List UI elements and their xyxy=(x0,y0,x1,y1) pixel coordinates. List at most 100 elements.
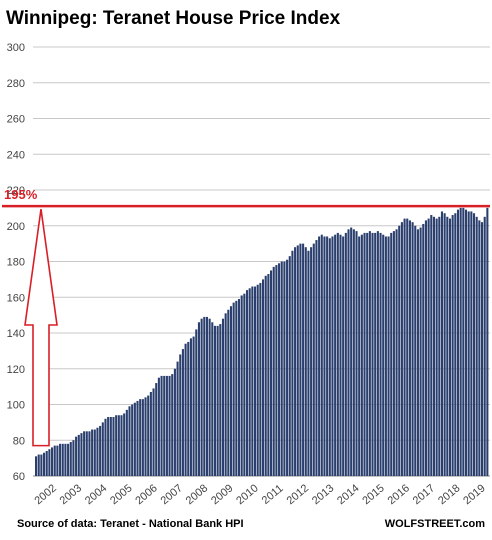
bar xyxy=(435,218,438,476)
chart-title: Winnipeg: Teranet House Price Index xyxy=(6,8,341,29)
bar xyxy=(163,375,166,476)
bar xyxy=(438,216,441,476)
bar xyxy=(296,245,299,476)
bar xyxy=(235,300,238,476)
bar xyxy=(288,256,291,476)
bar xyxy=(280,261,283,476)
bar xyxy=(467,211,470,476)
bar xyxy=(141,399,144,476)
bar xyxy=(459,207,462,477)
bar xyxy=(112,417,115,476)
bar xyxy=(133,402,136,476)
bar xyxy=(358,236,361,476)
bar xyxy=(120,415,123,476)
x-tick-label: 2014 xyxy=(335,482,361,507)
bar xyxy=(107,417,110,476)
bar xyxy=(152,388,155,476)
bar xyxy=(382,234,385,476)
y-axis: 60 80 100 120 140 160 180 200 220 240 260 280 300 xyxy=(7,42,25,483)
bar xyxy=(155,383,158,476)
bar xyxy=(374,232,377,476)
bar xyxy=(411,222,414,476)
bar xyxy=(243,293,246,476)
bar xyxy=(392,231,395,476)
bar xyxy=(454,213,457,477)
bar xyxy=(219,324,222,476)
bar xyxy=(259,282,262,476)
bar xyxy=(379,232,382,476)
bar xyxy=(181,349,184,476)
x-tick-label: 2018 xyxy=(436,482,462,507)
y-tick-label: 240 xyxy=(7,149,25,161)
x-tick-label: 2010 xyxy=(234,482,260,507)
bar xyxy=(422,223,425,476)
bar xyxy=(213,325,217,476)
bar xyxy=(147,395,150,476)
bar xyxy=(342,236,345,476)
bar xyxy=(184,343,187,476)
bar xyxy=(165,375,168,476)
bar xyxy=(221,318,225,476)
bar xyxy=(115,415,118,476)
y-tick-label: 80 xyxy=(13,435,25,447)
bar xyxy=(51,447,54,476)
bar xyxy=(179,354,182,476)
bar xyxy=(446,216,449,476)
bar xyxy=(136,400,139,476)
bar xyxy=(139,399,142,476)
bar xyxy=(157,377,160,476)
bar xyxy=(478,220,481,476)
x-tick-label: 2009 xyxy=(209,482,235,507)
bar xyxy=(424,220,427,476)
y-tick-label: 200 xyxy=(7,221,25,233)
bar xyxy=(40,454,43,476)
bar xyxy=(419,227,422,476)
bar xyxy=(368,231,371,476)
bar xyxy=(334,234,337,476)
bar xyxy=(344,232,347,476)
bar xyxy=(355,231,358,476)
bar xyxy=(304,247,307,476)
bar xyxy=(283,261,286,476)
bar xyxy=(232,302,235,476)
bar xyxy=(109,417,112,476)
bar xyxy=(53,445,56,476)
bar xyxy=(387,236,390,476)
bar xyxy=(48,449,51,476)
bar xyxy=(451,215,454,476)
x-tick-label: 2008 xyxy=(184,482,210,507)
bar xyxy=(101,422,104,477)
bar xyxy=(245,290,249,476)
up-arrow-icon xyxy=(24,208,58,447)
bar xyxy=(326,236,329,476)
bar xyxy=(35,456,38,476)
bar xyxy=(205,316,208,476)
bar xyxy=(256,284,259,476)
bar xyxy=(67,443,70,476)
bar xyxy=(77,434,80,476)
bar xyxy=(440,211,444,476)
bar xyxy=(99,425,102,476)
annotation: 195% xyxy=(2,187,490,447)
x-tick-label: 2011 xyxy=(260,483,286,507)
bar xyxy=(192,336,195,476)
bar xyxy=(125,409,128,476)
bar xyxy=(69,442,72,476)
bar xyxy=(464,209,468,476)
bar xyxy=(37,454,40,476)
bar xyxy=(187,341,190,476)
x-tick-label: 2015 xyxy=(360,482,386,507)
bar xyxy=(384,236,387,476)
bar xyxy=(320,234,323,476)
x-tick-label: 2012 xyxy=(285,482,311,507)
bar xyxy=(398,225,401,476)
bar xyxy=(197,322,200,476)
bar xyxy=(475,216,478,476)
bar xyxy=(416,229,419,476)
bar xyxy=(61,443,64,476)
bar xyxy=(237,299,241,476)
y-tick-label: 300 xyxy=(7,42,25,54)
bar xyxy=(85,431,88,476)
y-tick-label: 120 xyxy=(7,364,25,376)
